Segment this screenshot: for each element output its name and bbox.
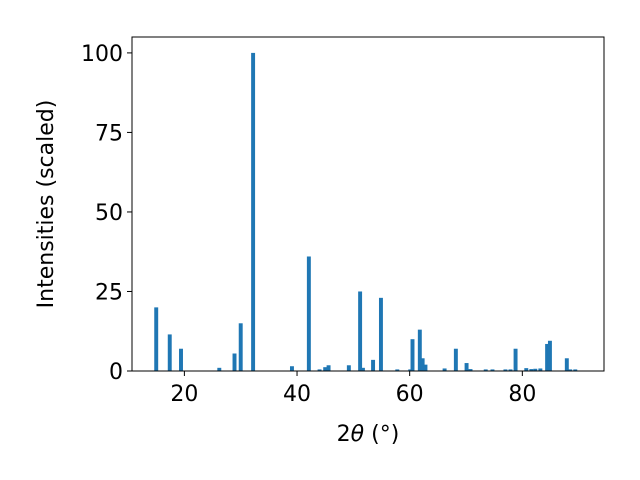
x-tick-label: 60 bbox=[396, 382, 424, 407]
bar bbox=[503, 369, 508, 371]
x-tick-label: 80 bbox=[508, 382, 536, 407]
bar bbox=[289, 366, 294, 371]
x-axis-label: 2θ (°) bbox=[337, 422, 400, 447]
bar bbox=[417, 329, 422, 371]
bar bbox=[513, 348, 518, 371]
x-axis-label-main: 2 bbox=[337, 422, 351, 447]
bar bbox=[529, 369, 534, 371]
bar bbox=[232, 353, 237, 371]
bar bbox=[508, 369, 513, 371]
bar bbox=[395, 369, 400, 371]
bar bbox=[378, 297, 383, 371]
bars-group bbox=[154, 52, 578, 372]
bar bbox=[358, 291, 363, 371]
x-axis-label-unit: (°) bbox=[364, 422, 399, 447]
bar bbox=[564, 358, 569, 371]
x-axis-label-theta: θ bbox=[351, 422, 365, 447]
bar bbox=[538, 368, 543, 371]
bar bbox=[410, 339, 415, 371]
bar bbox=[453, 348, 458, 371]
bar bbox=[423, 364, 428, 371]
bar bbox=[464, 363, 469, 371]
bar bbox=[547, 340, 552, 371]
bar bbox=[217, 367, 222, 371]
bar bbox=[573, 369, 578, 371]
bar bbox=[442, 368, 447, 371]
x-tick-label: 40 bbox=[283, 382, 311, 407]
bar bbox=[408, 369, 413, 371]
plot-frame bbox=[131, 36, 605, 372]
y-tick-label: 100 bbox=[81, 42, 123, 67]
bar bbox=[326, 365, 331, 371]
y-tick-label: 0 bbox=[109, 360, 123, 385]
bar bbox=[545, 343, 550, 371]
bar bbox=[179, 348, 183, 371]
bar bbox=[154, 307, 159, 371]
x-tick-label: 20 bbox=[170, 382, 198, 407]
bar bbox=[360, 367, 365, 371]
y-tick-label: 75 bbox=[95, 121, 123, 146]
bar bbox=[306, 256, 311, 371]
bar bbox=[317, 369, 322, 371]
bar bbox=[468, 369, 473, 371]
bar bbox=[524, 368, 529, 371]
bar bbox=[490, 369, 495, 371]
y-tick-label: 25 bbox=[95, 280, 123, 305]
bar bbox=[251, 52, 256, 372]
bar bbox=[167, 334, 172, 371]
x-axis-ticks: 20 40 60 80 bbox=[170, 371, 536, 407]
y-axis-ticks: 0 25 50 75 100 bbox=[81, 42, 132, 385]
bar bbox=[533, 368, 538, 371]
bar bbox=[483, 369, 488, 371]
bar bbox=[346, 365, 351, 371]
bar bbox=[323, 367, 328, 371]
bar bbox=[238, 323, 243, 371]
bar bbox=[420, 358, 425, 371]
bar bbox=[568, 369, 573, 371]
bar bbox=[371, 359, 376, 371]
y-axis-label: Intensities (scaled) bbox=[34, 100, 59, 309]
y-tick-label: 50 bbox=[95, 201, 123, 226]
